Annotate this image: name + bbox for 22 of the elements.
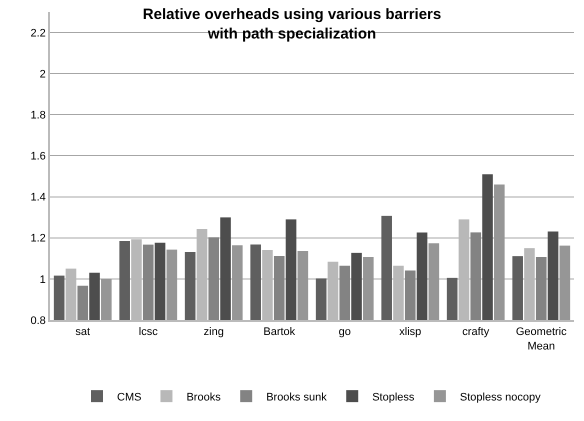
y-tick-label: 1.4 (30, 192, 46, 204)
x-tick-label: zing (204, 326, 224, 338)
legend-label: Stopless nocopy (460, 391, 542, 404)
legend-label: Stopless (372, 391, 415, 404)
x-tick-label: go (338, 326, 351, 338)
x-tick-label: Bartok (263, 326, 296, 338)
x-tick-label: crafty (462, 326, 490, 338)
y-tick-label: 2.2 (30, 27, 46, 40)
legend-label: Brooks (186, 391, 222, 404)
y-tick-label: 1.2 (30, 232, 46, 245)
legend-label: CMS (117, 391, 142, 404)
x-tick-label: lcsc (138, 326, 158, 338)
x-tick-label: sat (75, 326, 90, 338)
x-tick-label: xlisp (399, 326, 422, 338)
y-tick-label: 1 (40, 274, 46, 286)
y-tick-label: 0.8 (30, 314, 46, 327)
chart-title: Relative overheads using various barriers with path specialization (142, 6, 442, 42)
y-tick-label: 1.8 (30, 110, 46, 122)
y-tick-label: 1.6 (30, 150, 46, 163)
x-tick-label: Geometric Mean (516, 326, 568, 352)
y-tick-label: 2 (40, 68, 46, 80)
legend-label: Brooks sunk (266, 391, 328, 404)
